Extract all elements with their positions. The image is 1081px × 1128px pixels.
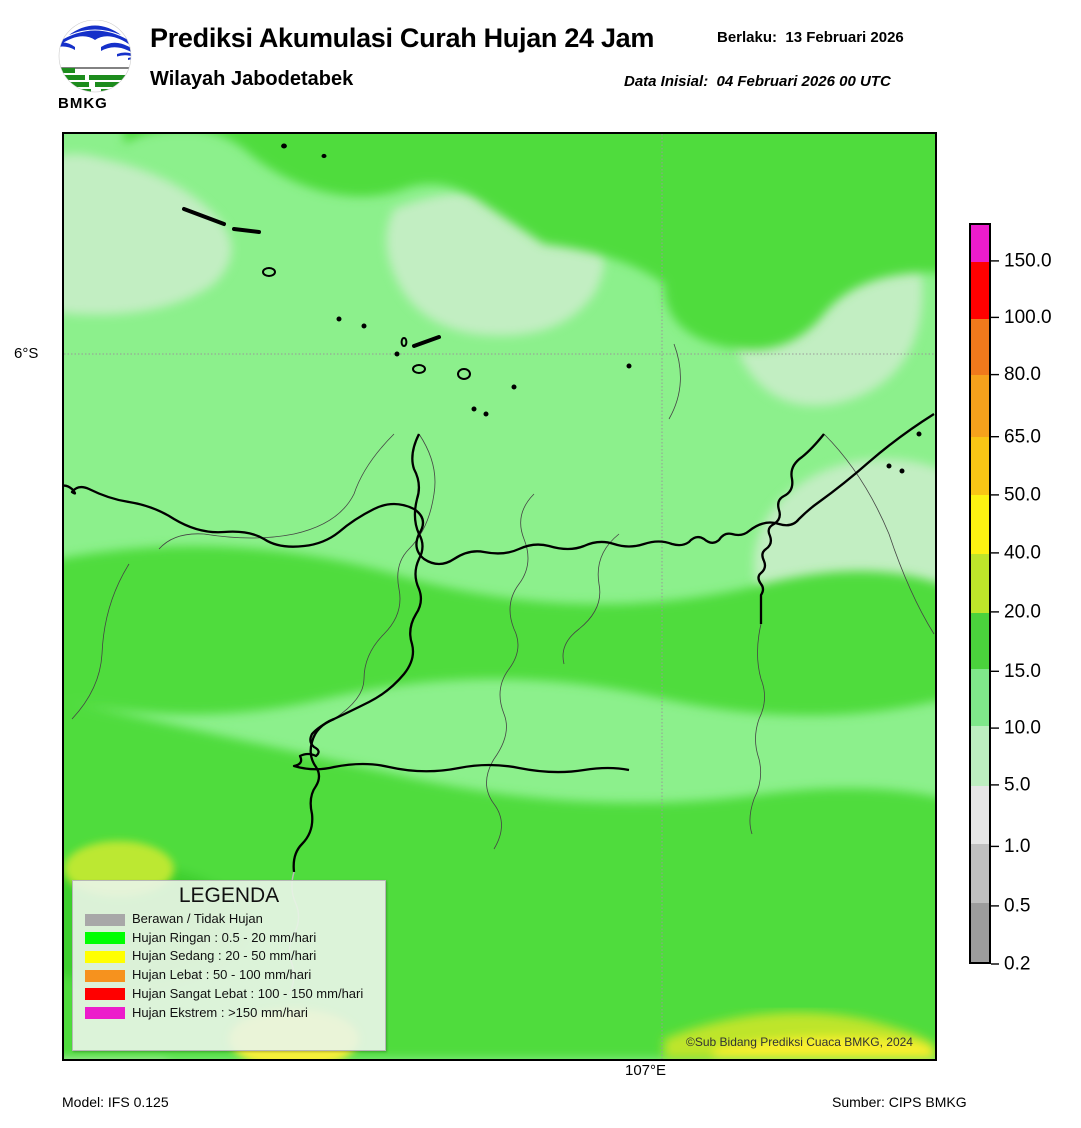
- svg-text:100.0: 100.0: [1004, 307, 1052, 328]
- svg-text:150.0: 150.0: [1004, 251, 1052, 272]
- svg-text:40.0: 40.0: [1004, 543, 1041, 564]
- svg-text:65.0: 65.0: [1004, 426, 1041, 447]
- svg-text:15.0: 15.0: [1004, 661, 1041, 682]
- svg-text:1.0: 1.0: [1004, 836, 1030, 857]
- svg-text:5.0: 5.0: [1004, 775, 1030, 796]
- svg-text:0.2: 0.2: [1004, 954, 1030, 975]
- svg-text:10.0: 10.0: [1004, 718, 1041, 739]
- svg-text:20.0: 20.0: [1004, 602, 1041, 623]
- svg-text:80.0: 80.0: [1004, 364, 1041, 385]
- svg-text:0.5: 0.5: [1004, 896, 1030, 917]
- svg-text:50.0: 50.0: [1004, 485, 1041, 506]
